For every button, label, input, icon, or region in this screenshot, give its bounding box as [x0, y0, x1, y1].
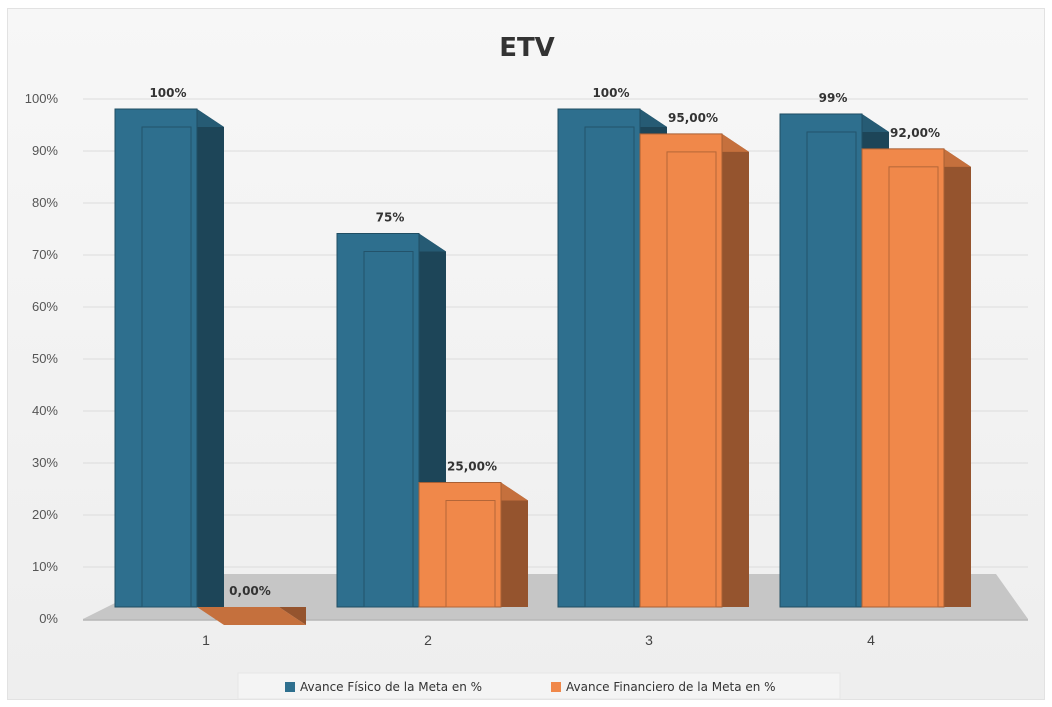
y-axis-ticks: 0% 10% 20% 30% 40% 50% 60% 70% 80% 90% 100%	[25, 91, 59, 626]
chart-title: ETV	[499, 33, 555, 63]
legend-label-financiero: Avance Financiero de la Meta en %	[566, 680, 776, 694]
y-tick-label: 90%	[32, 143, 58, 158]
data-label: 100%	[592, 86, 629, 100]
y-tick-label: 10%	[32, 559, 58, 574]
bar-financiero-3	[639, 133, 749, 608]
y-tick-label: 40%	[32, 403, 58, 418]
x-tick-label: 4	[867, 632, 875, 648]
bars	[114, 108, 971, 625]
legend: Avance Físico de la Meta en % Avance Fin…	[237, 672, 841, 700]
data-label: 0,00%	[229, 584, 271, 598]
y-tick-label: 50%	[32, 351, 58, 366]
y-tick-label: 30%	[32, 455, 58, 470]
y-tick-label: 20%	[32, 507, 58, 522]
x-tick-label: 2	[424, 632, 432, 648]
data-label: 75%	[376, 211, 405, 225]
legend-box	[237, 672, 841, 700]
x-axis-ticks: 1 2 3 4	[202, 632, 875, 648]
legend-swatch-financiero	[551, 682, 561, 692]
bar-fisico-1	[114, 108, 224, 608]
bar-chart: 0% 10% 20% 30% 40% 50% 60% 70% 80% 90% 100% 100% 75…	[25, 33, 1028, 700]
x-tick-label: 3	[645, 632, 653, 648]
data-label: 92,00%	[890, 126, 940, 140]
y-tick-label: 100%	[25, 91, 59, 106]
data-label: 95,00%	[668, 111, 718, 125]
y-tick-label: 80%	[32, 195, 58, 210]
data-label: 100%	[149, 86, 186, 100]
y-tick-label: 60%	[32, 299, 58, 314]
bar-financiero-1	[197, 607, 306, 625]
chart-frame: 0% 10% 20% 30% 40% 50% 60% 70% 80% 90% 100% 100% 75…	[7, 8, 1045, 700]
data-label: 99%	[819, 91, 848, 105]
legend-swatch-fisico	[285, 682, 295, 692]
data-label: 25,00%	[447, 460, 497, 474]
x-tick-label: 1	[202, 632, 210, 648]
data-labels: 100% 75% 100% 99% 0,00% 25,00% 95,00% 92,00%	[149, 86, 940, 598]
y-tick-label: 70%	[32, 247, 58, 262]
bar-financiero-4	[861, 148, 971, 608]
bar-financiero-2	[418, 482, 528, 608]
y-tick-label: 0%	[39, 611, 58, 626]
legend-label-fisico: Avance Físico de la Meta en %	[300, 680, 482, 694]
